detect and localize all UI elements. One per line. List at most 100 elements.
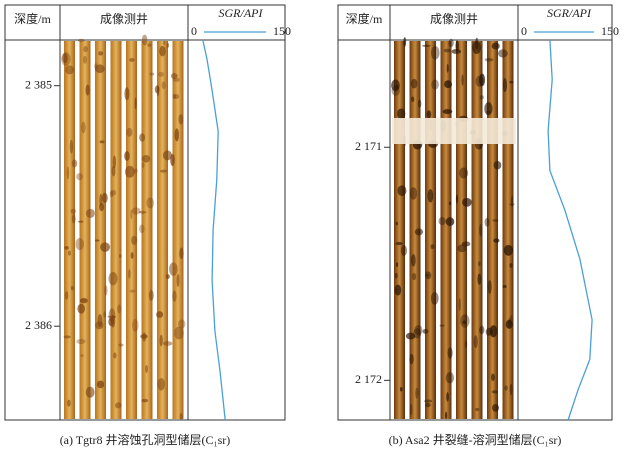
image-texture (417, 99, 422, 108)
image-texture (178, 114, 184, 125)
image-texture (439, 324, 445, 327)
image-texture (442, 109, 453, 114)
image-stripe (487, 41, 498, 419)
image-texture (140, 334, 148, 339)
image-texture (477, 273, 482, 285)
image-texture (85, 208, 95, 218)
image-texture (443, 48, 451, 53)
image-texture (479, 223, 483, 237)
image-texture (395, 84, 399, 90)
image-texture (124, 150, 130, 162)
image-stripe (425, 41, 436, 419)
image-texture (117, 304, 122, 314)
image-texture (162, 150, 172, 161)
image-texture (163, 40, 166, 46)
image-texture (85, 386, 95, 398)
image-texture (395, 262, 398, 267)
image-texture (484, 57, 494, 62)
image-stripe (64, 41, 75, 419)
image-texture (479, 143, 482, 150)
image-texture (148, 289, 154, 301)
image-stripe (440, 41, 452, 419)
image-texture (176, 273, 180, 287)
image-texture (412, 272, 417, 281)
image-texture (64, 245, 69, 250)
image-texture (66, 166, 70, 180)
image-texture (426, 110, 432, 119)
image-texture (431, 79, 439, 90)
image-texture (395, 221, 398, 226)
image-texture (118, 254, 122, 258)
image-texture (172, 93, 176, 100)
image-bright-band (392, 118, 516, 144)
image-texture (414, 324, 423, 336)
image-texture (445, 411, 448, 420)
image-texture (108, 308, 116, 322)
panel-frame (337, 4, 613, 421)
image-texture (63, 335, 71, 339)
image-texture (70, 285, 74, 291)
image-texture (114, 402, 122, 409)
image-texture (430, 291, 439, 305)
image-texture (101, 192, 108, 204)
image-texture (391, 85, 401, 96)
image-texture (397, 185, 407, 197)
image-texture (179, 412, 183, 421)
image-texture (103, 311, 106, 318)
image-texture (411, 96, 415, 103)
image-texture (447, 347, 453, 359)
image-texture (100, 242, 111, 252)
image-label: 成像测井 (100, 12, 148, 26)
image-texture (415, 387, 419, 399)
image-stripe (126, 41, 137, 419)
image-texture (108, 271, 118, 286)
image-texture (504, 385, 508, 391)
image-texture (141, 34, 148, 46)
image-texture (493, 160, 502, 170)
x-axis-label: SGR/API (219, 6, 264, 20)
image-texture (484, 217, 490, 227)
image-texture (170, 73, 178, 79)
image-texture (149, 72, 155, 76)
image-texture (131, 235, 138, 246)
image-texture (132, 318, 139, 332)
image-texture (459, 167, 469, 179)
image-texture (83, 46, 88, 53)
image-texture (95, 321, 104, 330)
image-texture (108, 317, 114, 327)
image-texture (473, 335, 478, 349)
x-tick-label: 150 (601, 24, 619, 38)
image-texture (399, 386, 403, 392)
image-texture (394, 284, 402, 296)
image-texture (509, 80, 514, 84)
caption: (b) Asa2 井裂缝-溶洞型储层(C₁sr) (389, 432, 562, 447)
x-tick-label: 150 (273, 24, 291, 38)
image-texture (457, 244, 467, 253)
image-texture (475, 37, 479, 50)
image-texture (475, 407, 480, 412)
image-texture (430, 244, 435, 250)
image-texture (169, 262, 178, 276)
image-texture (147, 43, 152, 47)
image-texture (394, 272, 398, 279)
image-texture (444, 80, 453, 89)
image-texture (134, 97, 137, 110)
image-texture (94, 239, 100, 242)
x-tick-label: 0 (521, 24, 527, 38)
image-texture (448, 201, 452, 205)
image-texture (141, 162, 145, 169)
image-texture (70, 208, 76, 214)
image-texture (118, 343, 124, 347)
image-texture (139, 133, 146, 142)
image-texture (156, 311, 164, 318)
image-texture (491, 390, 498, 394)
image-texture (99, 193, 103, 207)
image-texture (75, 238, 85, 251)
image-texture (109, 190, 114, 198)
image-texture (425, 402, 431, 408)
image-texture (146, 197, 154, 209)
image-texture (79, 298, 88, 304)
image-texture (170, 154, 175, 166)
image-texture (503, 244, 514, 256)
image-texture (162, 341, 173, 346)
